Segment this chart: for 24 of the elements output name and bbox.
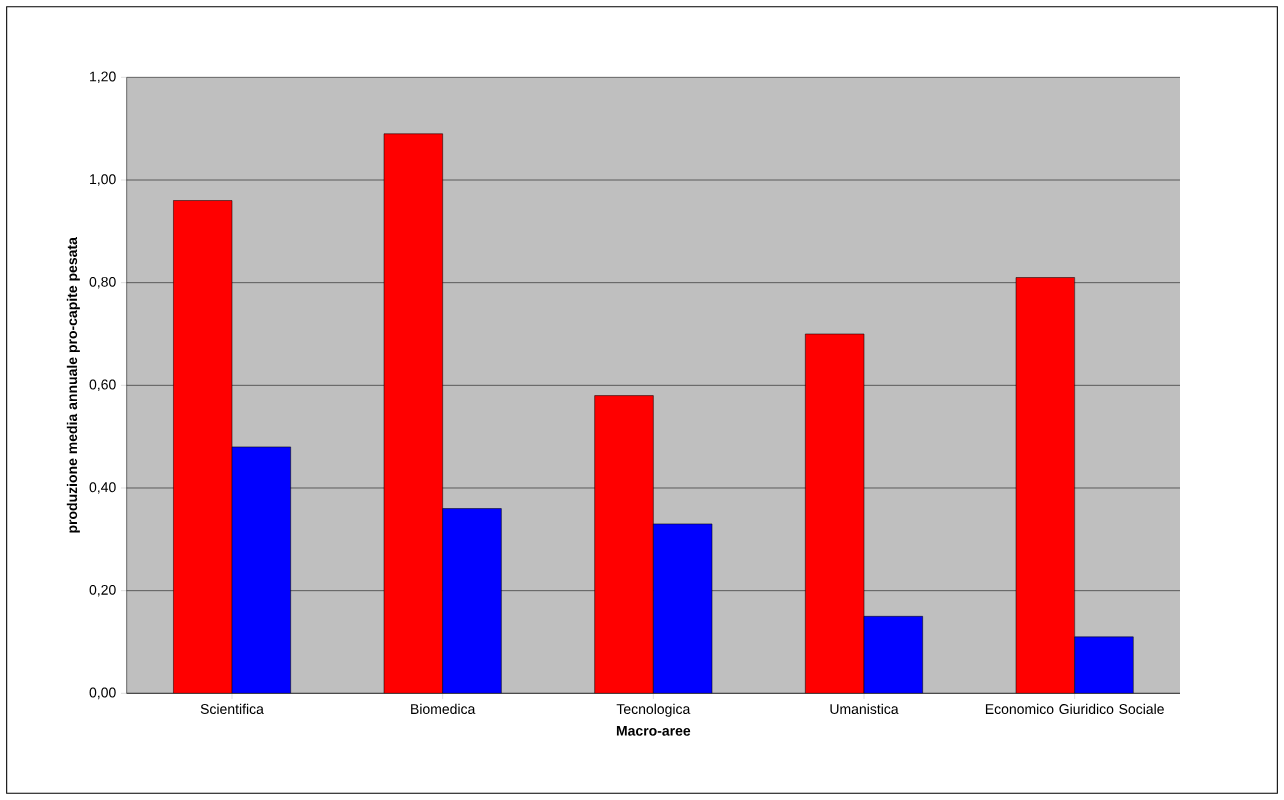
y-tick-label: 0,00	[89, 687, 116, 700]
x-tick-label: Umanistica	[830, 703, 899, 715]
y-tick-label: 1,20	[90, 71, 116, 84]
x-tick-label: Biomedica	[411, 703, 476, 715]
bar	[863, 616, 923, 694]
y-axis-title: produzione media annuale pro-capite pesata	[66, 237, 80, 533]
y-tick-label: 0,60	[89, 379, 116, 392]
x-tick-label: Economico Giuridico Sociale	[985, 703, 1164, 715]
bar	[383, 133, 443, 694]
x-tick-label: Scientifica	[200, 703, 264, 715]
x-axis-title: Macro-aree	[616, 725, 691, 736]
bar	[442, 508, 502, 694]
bar	[1074, 636, 1134, 694]
bar	[1015, 277, 1075, 694]
bar	[231, 446, 291, 694]
y-tick-label: 0,20	[89, 584, 116, 597]
bar	[653, 523, 713, 694]
bar	[805, 333, 865, 694]
bar	[173, 200, 233, 694]
y-tick-label: 1,00	[90, 174, 116, 186]
bar	[594, 395, 654, 694]
y-tick-label: 0,40	[89, 482, 116, 494]
y-tick-label: 0,80	[89, 276, 116, 289]
x-tick-label: Tecnologica	[616, 703, 691, 717]
